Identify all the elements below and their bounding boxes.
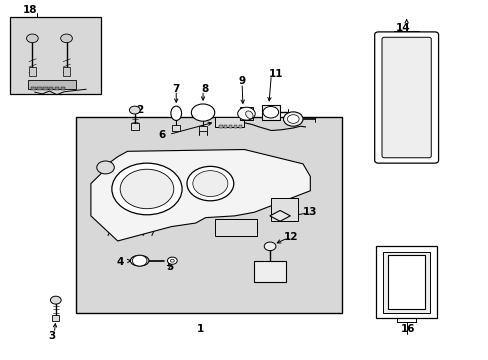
- Circle shape: [192, 171, 227, 197]
- Bar: [383, 252, 429, 313]
- Bar: [55, 87, 59, 90]
- Circle shape: [263, 107, 278, 118]
- Bar: [63, 67, 70, 76]
- Bar: [239, 107, 253, 120]
- Polygon shape: [269, 211, 290, 221]
- Text: 4: 4: [116, 257, 123, 267]
- Bar: [49, 87, 53, 90]
- Bar: [224, 126, 227, 128]
- Circle shape: [120, 169, 173, 209]
- Text: 6: 6: [158, 130, 165, 140]
- Bar: [27, 80, 76, 89]
- Circle shape: [61, 34, 72, 42]
- Bar: [131, 123, 139, 130]
- Circle shape: [132, 255, 147, 266]
- Ellipse shape: [130, 255, 149, 266]
- Bar: [61, 87, 65, 90]
- Bar: [76, 117, 341, 313]
- Circle shape: [129, 106, 140, 114]
- Bar: [198, 126, 207, 131]
- Text: 16: 16: [400, 324, 414, 334]
- Circle shape: [97, 161, 114, 174]
- Ellipse shape: [170, 106, 181, 121]
- Text: 10: 10: [285, 114, 300, 124]
- Bar: [271, 198, 298, 221]
- Text: 5: 5: [166, 262, 173, 272]
- Circle shape: [112, 163, 182, 215]
- Circle shape: [287, 115, 299, 123]
- Text: 18: 18: [22, 5, 37, 15]
- Bar: [43, 87, 47, 90]
- Text: 15: 15: [405, 60, 419, 70]
- Text: 2: 2: [136, 105, 143, 115]
- FancyBboxPatch shape: [381, 37, 430, 158]
- Text: 12: 12: [283, 232, 298, 242]
- Text: 13: 13: [303, 207, 317, 217]
- Text: 3: 3: [48, 331, 56, 341]
- Circle shape: [167, 257, 177, 264]
- Bar: [215, 117, 243, 127]
- Circle shape: [237, 107, 255, 120]
- Text: 1: 1: [197, 324, 204, 334]
- Bar: [37, 87, 41, 90]
- Bar: [261, 105, 280, 120]
- Text: 9: 9: [238, 76, 245, 86]
- Polygon shape: [91, 149, 310, 241]
- Circle shape: [264, 242, 275, 251]
- Circle shape: [191, 104, 214, 121]
- Circle shape: [26, 34, 38, 42]
- Ellipse shape: [245, 111, 253, 118]
- Bar: [172, 126, 180, 131]
- Bar: [375, 246, 436, 318]
- Circle shape: [170, 259, 174, 262]
- Text: 17: 17: [412, 277, 427, 287]
- Bar: [52, 315, 59, 320]
- Circle shape: [186, 166, 233, 201]
- Circle shape: [283, 112, 303, 126]
- Text: 7: 7: [172, 84, 180, 94]
- Circle shape: [50, 296, 61, 304]
- Text: 8: 8: [202, 84, 209, 94]
- Bar: [219, 126, 222, 128]
- Text: 14: 14: [395, 23, 409, 33]
- Bar: [228, 126, 232, 128]
- FancyBboxPatch shape: [374, 32, 438, 163]
- Bar: [31, 87, 36, 90]
- Bar: [215, 220, 256, 235]
- Bar: [29, 67, 36, 76]
- Bar: [233, 126, 237, 128]
- Bar: [10, 17, 101, 94]
- Bar: [254, 261, 285, 282]
- Bar: [238, 126, 242, 128]
- Text: 11: 11: [268, 69, 283, 79]
- Bar: [387, 255, 424, 309]
